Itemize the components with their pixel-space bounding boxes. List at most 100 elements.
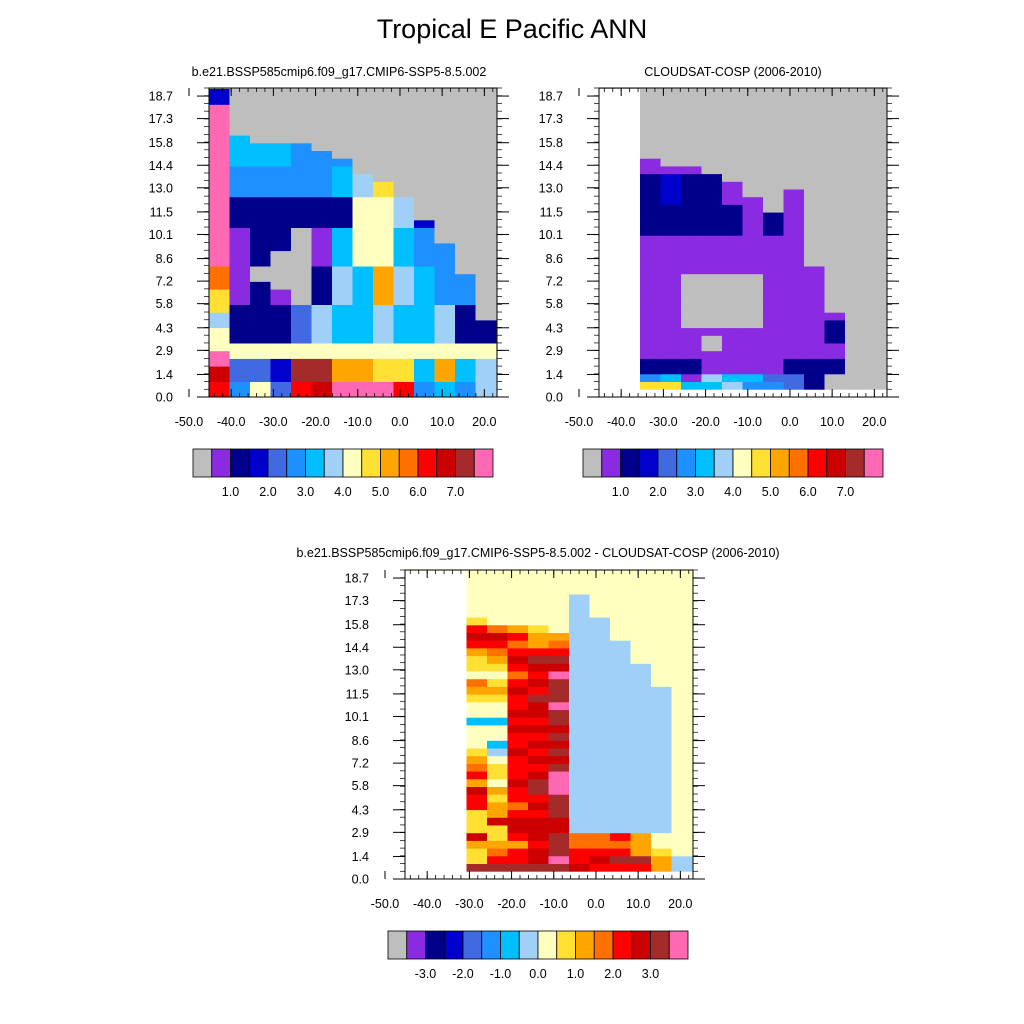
heatmap-cell bbox=[373, 366, 394, 375]
heatmap-cell bbox=[475, 289, 497, 298]
heatmap-cell bbox=[270, 289, 292, 298]
heatmap-cell bbox=[475, 173, 497, 182]
heatmap-cell bbox=[722, 135, 743, 144]
heatmap-cell bbox=[414, 304, 435, 313]
heatmap-cell bbox=[589, 802, 611, 811]
y-tick-label: 17.3 bbox=[149, 112, 173, 126]
heatmap-cell bbox=[528, 594, 549, 603]
heatmap-cell bbox=[722, 204, 743, 213]
heatmap-cell bbox=[548, 663, 570, 672]
heatmap-cell bbox=[589, 855, 611, 864]
heatmap-cell bbox=[209, 142, 230, 151]
heatmap-cell bbox=[722, 266, 743, 275]
heatmap-cell bbox=[507, 648, 529, 657]
heatmap-cell bbox=[722, 158, 743, 167]
heatmap-cell bbox=[824, 350, 846, 359]
heatmap-cell bbox=[660, 373, 682, 382]
heatmap-cell bbox=[209, 289, 230, 298]
heatmap-cell bbox=[332, 327, 353, 336]
heatmap-cell bbox=[651, 725, 672, 734]
heatmap-cell bbox=[619, 150, 641, 159]
heatmap-cell bbox=[311, 250, 333, 259]
heatmap-cell bbox=[446, 778, 467, 787]
heatmap-cell bbox=[250, 96, 271, 105]
heatmap-cell bbox=[270, 296, 292, 305]
heatmap-cell bbox=[681, 104, 702, 113]
heatmap-cell bbox=[229, 358, 251, 367]
heatmap-cell bbox=[783, 343, 805, 352]
heatmap-cell bbox=[475, 381, 497, 390]
heatmap-cell bbox=[804, 243, 825, 252]
heatmap-cell bbox=[610, 694, 631, 703]
heatmap-cell bbox=[865, 135, 887, 144]
heatmap-cell bbox=[681, 289, 702, 298]
heatmap-cell bbox=[783, 350, 805, 359]
heatmap-cell bbox=[865, 250, 887, 259]
heatmap-cell bbox=[332, 112, 353, 121]
heatmap-cell bbox=[701, 389, 723, 397]
heatmap-cell bbox=[291, 127, 312, 136]
heatmap-cell bbox=[446, 601, 467, 610]
heatmap-cell bbox=[425, 748, 447, 757]
heatmap-cell bbox=[209, 135, 230, 144]
heatmap-cell bbox=[681, 127, 702, 136]
heatmap-cell bbox=[425, 802, 447, 811]
heatmap-cell bbox=[640, 304, 661, 313]
heatmap-cell bbox=[660, 320, 682, 329]
heatmap-cell bbox=[332, 373, 353, 382]
heatmap-cell bbox=[640, 96, 661, 105]
heatmap-cell bbox=[405, 740, 426, 749]
heatmap-cell bbox=[640, 289, 661, 298]
heatmap-cell bbox=[763, 173, 784, 182]
heatmap-cell bbox=[332, 281, 353, 290]
heatmap-cell bbox=[425, 617, 447, 626]
heatmap-cell bbox=[528, 755, 549, 764]
heatmap-cell bbox=[865, 373, 887, 382]
heatmap-cell bbox=[599, 112, 620, 121]
heatmap-cell bbox=[209, 173, 230, 182]
heatmap-cell bbox=[311, 258, 333, 267]
heatmap-cell bbox=[569, 863, 590, 872]
heatmap-cell bbox=[475, 135, 497, 144]
heatmap-cell bbox=[528, 717, 549, 726]
heatmap-cell bbox=[291, 150, 312, 159]
colorbar-label: 3.0 bbox=[687, 485, 704, 499]
heatmap-cell bbox=[763, 196, 784, 205]
heatmap-cell bbox=[763, 89, 784, 98]
heatmap-cell bbox=[701, 335, 723, 344]
heatmap-cell bbox=[681, 335, 702, 344]
heatmap-cell bbox=[824, 189, 846, 198]
heatmap-cell bbox=[548, 717, 570, 726]
heatmap-cell bbox=[487, 586, 508, 595]
heatmap-cell bbox=[487, 840, 508, 849]
heatmap-cell bbox=[466, 832, 488, 841]
heatmap-cell bbox=[660, 289, 682, 298]
heatmap-cell bbox=[804, 327, 825, 336]
heatmap-cell bbox=[466, 678, 488, 687]
heatmap-cell bbox=[475, 258, 497, 267]
heatmap-cell bbox=[701, 243, 723, 252]
heatmap-cell bbox=[466, 740, 488, 749]
heatmap-cell bbox=[311, 273, 333, 282]
heatmap-cell bbox=[651, 809, 672, 818]
heatmap-cell bbox=[824, 196, 846, 205]
heatmap-cell bbox=[507, 802, 529, 811]
heatmap-cell bbox=[824, 343, 846, 352]
heatmap-cell bbox=[434, 381, 456, 390]
heatmap-cell bbox=[291, 381, 312, 390]
heatmap-cell bbox=[475, 243, 497, 252]
heatmap-cell bbox=[824, 235, 846, 244]
heatmap-cell bbox=[209, 389, 230, 397]
x-tick-label: -10.0 bbox=[540, 897, 569, 911]
heatmap-cell bbox=[393, 204, 415, 213]
heatmap-cell bbox=[528, 855, 549, 864]
heatmap-cell bbox=[701, 158, 723, 167]
heatmap-cell bbox=[425, 794, 447, 803]
heatmap-cell bbox=[701, 350, 723, 359]
heatmap-cell bbox=[229, 366, 251, 375]
heatmap-cell bbox=[487, 694, 508, 703]
heatmap-cell bbox=[455, 366, 476, 375]
heatmap-cell bbox=[405, 632, 426, 641]
heatmap-cell bbox=[446, 663, 467, 672]
heatmap-cell bbox=[270, 250, 292, 259]
